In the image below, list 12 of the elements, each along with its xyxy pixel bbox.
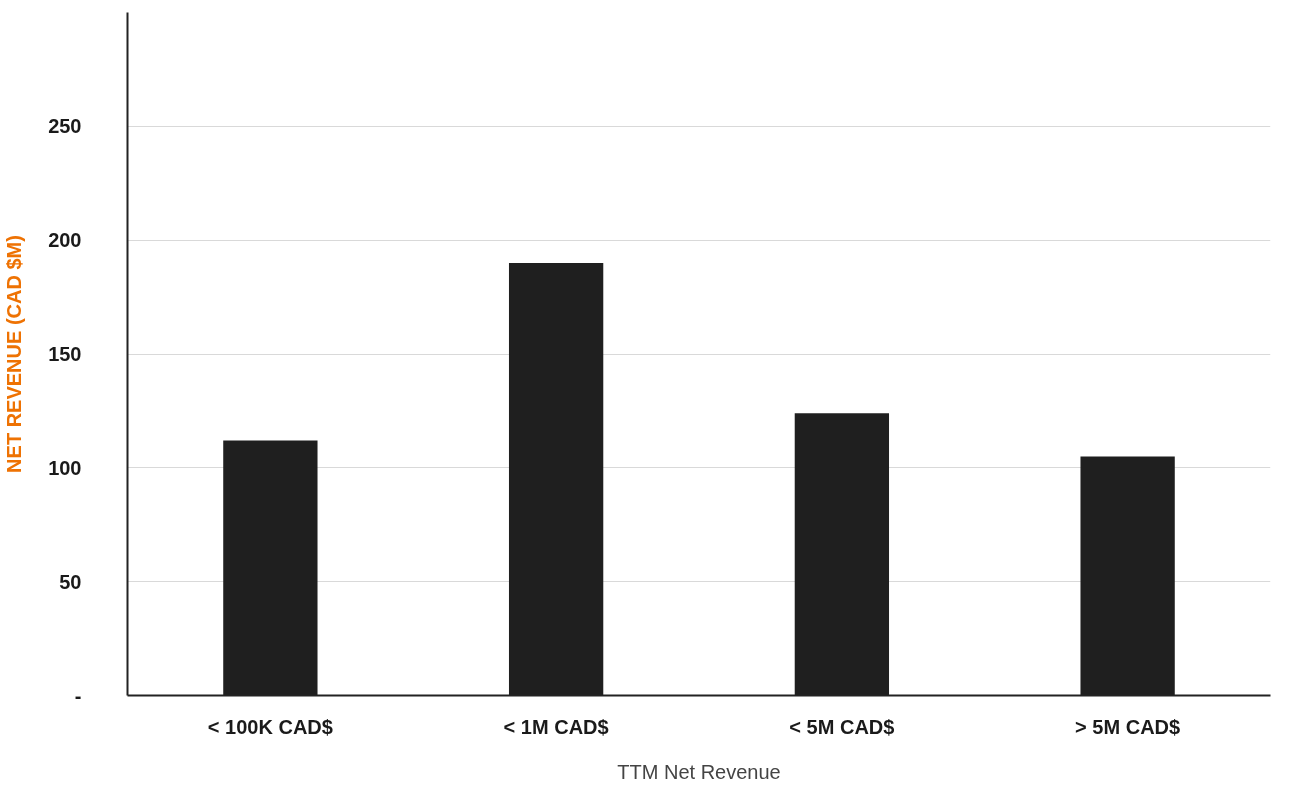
x-tick-label: < 5M CAD$	[789, 715, 895, 738]
y-tick-label: 50	[59, 570, 82, 593]
y-tick-label: 200	[48, 229, 82, 252]
x-tick-label: > 5M CAD$	[1075, 715, 1181, 738]
x-axis-title: TTM Net Revenue	[617, 760, 781, 783]
y-tick-label: 150	[48, 343, 82, 365]
x-tick-label: < 1M CAD$	[503, 715, 609, 738]
y-axis-title: NET REVENUE (CAD $M)	[3, 235, 26, 473]
x-tick-label: < 100K CAD$	[207, 715, 333, 738]
y-tick-label: -	[74, 684, 82, 707]
y-tick-label: 250	[48, 115, 82, 138]
y-tick-label: 100	[48, 456, 82, 479]
